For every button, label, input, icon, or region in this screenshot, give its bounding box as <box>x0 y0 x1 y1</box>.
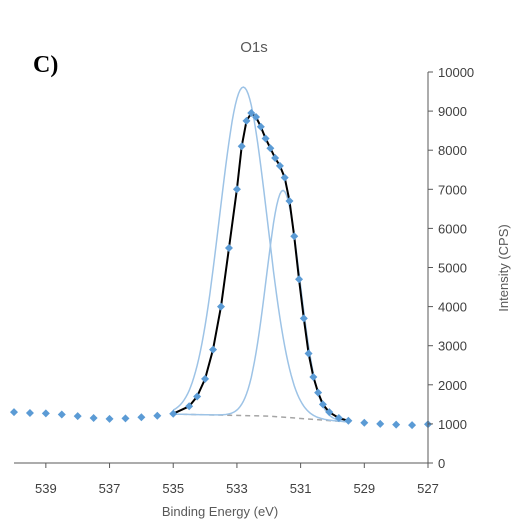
data-point <box>280 173 289 182</box>
plot-area <box>10 86 432 430</box>
chart-title: O1s <box>240 39 268 56</box>
data-point <box>408 421 417 430</box>
data-point <box>10 408 18 417</box>
x-tick-label: 531 <box>290 481 312 496</box>
data-point <box>304 349 313 358</box>
data-point <box>252 112 261 121</box>
y-tick-label: 1000 <box>438 417 467 432</box>
data-point <box>266 144 275 153</box>
data-point <box>89 414 98 423</box>
x-tick-label: 533 <box>226 481 248 496</box>
fit-component-1 <box>172 86 349 423</box>
data-point <box>325 408 334 417</box>
data-point <box>376 419 385 428</box>
data-point <box>105 414 114 423</box>
y-tick-label: 3000 <box>438 339 467 354</box>
x-axis-ticks: 539 537 535 533 531 529 527 <box>35 463 439 496</box>
y-tick-label: 6000 <box>438 221 467 236</box>
y-tick-label: 8000 <box>438 143 467 158</box>
data-point <box>25 408 34 417</box>
x-tick-label: 539 <box>35 481 57 496</box>
data-point <box>224 243 233 252</box>
data-point <box>193 392 202 401</box>
data-point <box>169 409 178 418</box>
x-axis-title: Binding Energy (eV) <box>162 504 278 519</box>
data-point <box>285 197 294 206</box>
data-point <box>217 302 225 311</box>
y-axis-title: Intensity (CPS) <box>496 224 511 311</box>
data-point <box>237 142 246 151</box>
data-point <box>73 412 82 421</box>
data-point <box>295 275 304 284</box>
data-point <box>271 154 280 163</box>
data-point <box>392 420 401 429</box>
x-tick-label: 529 <box>353 481 375 496</box>
data-point <box>314 388 323 397</box>
y-axis-ticks: 0 1000 2000 3000 4000 5000 6000 7000 8000 9000 100… <box>428 65 474 471</box>
x-tick-label: 527 <box>417 481 439 496</box>
data-point <box>318 400 327 409</box>
data-point <box>309 372 318 381</box>
data-point <box>261 134 270 143</box>
panel-label: C) <box>33 52 58 78</box>
x-tick-label: 535 <box>162 481 184 496</box>
data-point <box>137 413 146 422</box>
data-point <box>41 409 50 418</box>
fit-component-2 <box>173 189 349 423</box>
y-tick-label: 4000 <box>438 300 467 315</box>
data-point <box>185 402 194 411</box>
fit-envelope <box>172 112 349 422</box>
y-tick-label: 0 <box>438 456 445 471</box>
data-point <box>57 410 66 419</box>
data-point <box>242 116 251 125</box>
data-point <box>360 418 369 427</box>
data-point <box>290 232 299 241</box>
data-point <box>153 411 162 420</box>
data-point <box>247 109 256 118</box>
y-tick-label: 2000 <box>438 378 467 393</box>
data-point <box>334 414 343 423</box>
y-tick-label: 5000 <box>438 261 467 276</box>
data-point <box>201 374 210 383</box>
data-point <box>232 185 241 194</box>
x-tick-label: 537 <box>99 481 121 496</box>
data-point <box>299 314 308 323</box>
y-tick-label: 9000 <box>438 104 467 119</box>
y-tick-label: 7000 <box>438 182 467 197</box>
data-point <box>344 416 353 425</box>
data-point <box>209 345 218 354</box>
y-tick-label: 10000 <box>438 65 474 80</box>
data-point <box>121 414 130 423</box>
data-point <box>275 161 284 170</box>
data-point <box>256 122 265 131</box>
